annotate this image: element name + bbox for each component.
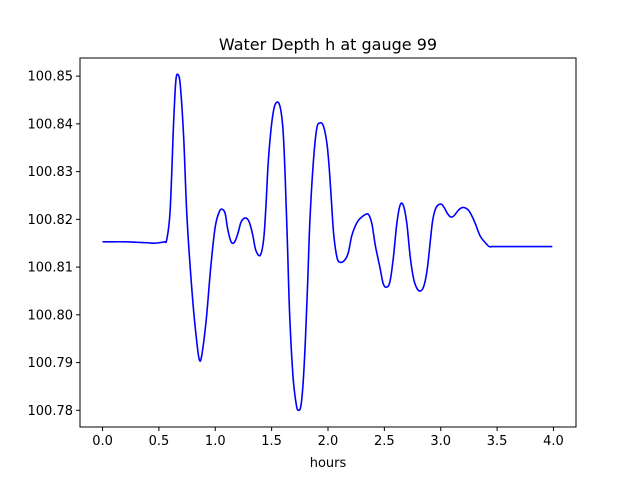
y-tick-label: 100.84 [28, 117, 74, 132]
plot-frame [79, 57, 577, 428]
y-tick-label: 100.85 [28, 70, 74, 85]
y-tick-label: 100.78 [28, 404, 74, 419]
y-tick-label: 100.80 [28, 308, 74, 323]
y-tick-label: 100.82 [28, 213, 74, 228]
x-tick-label: 2.5 [374, 434, 395, 449]
chart-title: Water Depth h at gauge 99 [219, 35, 437, 54]
x-axis-label: hours [310, 456, 347, 471]
x-tick-label: 0.5 [149, 434, 170, 449]
y-tick-label: 100.79 [28, 356, 74, 371]
y-axis-ticks: 100.78 100.79 100.80 100.81 100.82 100.83 100.… [28, 70, 80, 419]
x-axis-ticks: 0.0 0.5 1.0 1.5 2.0 2.5 3.0 3.5 4.0 [92, 427, 564, 449]
y-tick-label: 100.81 [28, 261, 74, 276]
x-tick-label: 3.0 [430, 434, 451, 449]
x-tick-label: 1.0 [205, 434, 226, 449]
series-line-0 [102, 73, 553, 412]
x-tick-label: 0.0 [92, 434, 113, 449]
x-tick-label: 2.0 [318, 434, 339, 449]
x-tick-label: 3.5 [487, 434, 508, 449]
x-tick-label: 1.5 [261, 434, 282, 449]
series-layer [102, 73, 553, 412]
y-tick-label: 100.83 [28, 165, 74, 180]
x-tick-label: 4.0 [543, 434, 564, 449]
